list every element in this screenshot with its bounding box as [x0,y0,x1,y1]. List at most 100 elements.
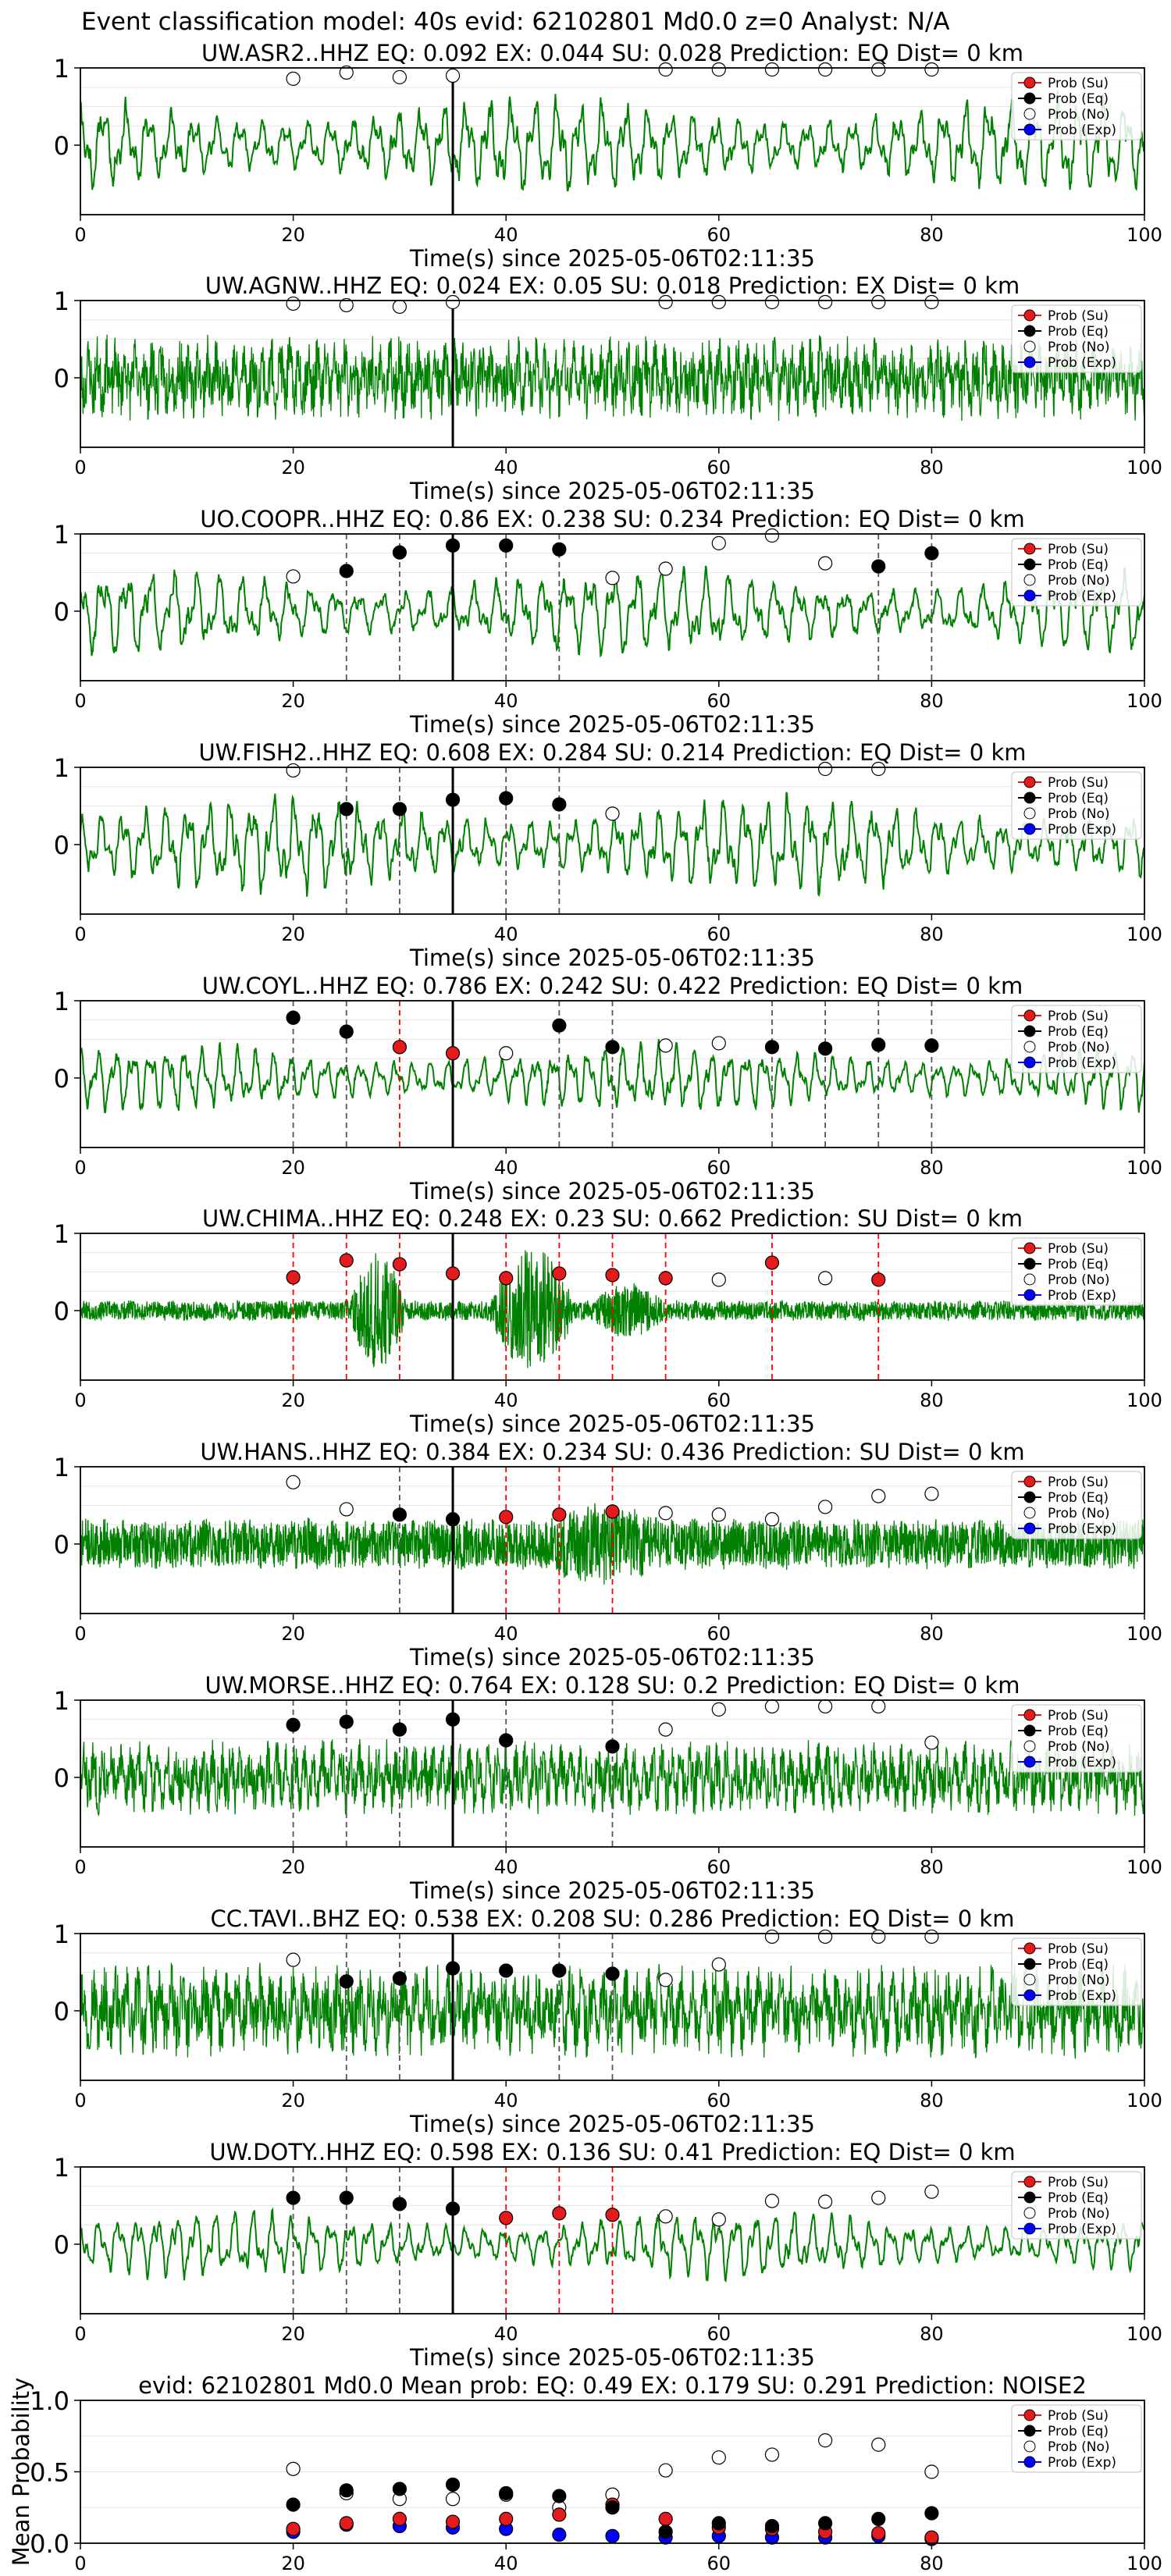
prob-point-eq [658,2524,673,2539]
waveform-trace [80,90,1144,192]
legend-label-exp: Prob (Exp) [1048,1288,1116,1304]
legend-marker-no [1023,1973,1036,1986]
subplot-6: UW.CHIMA..HHZ EQ: 0.248 EX: 0.23 SU: 0.6… [54,1205,1162,1437]
axes-frame [80,1699,1145,1848]
prob-point-eq [499,791,514,806]
prob-point-su [924,2530,939,2545]
prob-point-eq [392,545,407,560]
legend-label-su: Prob (Su) [1048,76,1109,91]
prob-point-no [286,296,301,311]
legend-box [1011,72,1142,141]
subplot-title: UW.ASR2..HHZ EQ: 0.092 EX: 0.044 SU: 0.0… [201,40,1023,66]
x-tick-label: 40 [494,923,518,945]
axes-frame [80,67,1145,215]
legend-marker-exp [1023,1522,1036,1535]
y-tick-label: 0 [54,131,69,161]
legend-marker-exp [1023,1756,1036,1768]
x-tick-label: 0 [74,923,86,945]
legend-label-no: Prob (No) [1048,1506,1110,1521]
legend-marker-exp [1023,1289,1036,1301]
prob-point-no [658,2209,673,2224]
prob-point-su [658,1271,673,1286]
legend-marker-eq [1023,1724,1036,1737]
legend-label-su: Prob (Su) [1048,308,1109,324]
prob-point-no [817,1500,833,1514]
prob-point-su [552,1507,567,1522]
prob-point-su [445,2514,461,2529]
x-tick-label: 40 [494,1389,518,1411]
x-tick-label: 0 [74,2553,86,2574]
prob-point-su [392,2511,407,2526]
legend-marker-su [1023,1475,1036,1488]
legend-label-su: Prob (Su) [1048,775,1109,791]
legend-marker-eq [1023,1258,1036,1270]
y-tick-label: 0 [54,1297,69,1326]
prob-point-no [764,1699,780,1714]
prob-point-eq [445,792,461,807]
x-tick-label: 100 [1127,923,1162,945]
legend: Prob (Su)Prob (Eq)Prob (No)Prob (Exp) [1011,1704,1142,1773]
axes-frame [80,1000,1145,1148]
prob-point-no [445,68,461,83]
prob-point-no [286,2461,301,2476]
legend-label-exp: Prob (Exp) [1048,1755,1116,1770]
prob-point-su [552,2507,567,2522]
prob-point-eq [339,1714,354,1729]
x-tick-label: 100 [1127,1157,1162,1179]
legend-marker-exp [1023,1989,1036,2001]
x-tick-label: 0 [74,1856,86,1878]
prob-point-no [339,65,354,80]
legend-box [1011,771,1142,840]
prob-point-no [817,1929,833,1944]
x-tick-label: 100 [1127,224,1162,246]
x-tick-label: 60 [707,2553,731,2574]
x-axis-label: Time(s) since 2025-05-06T02:11:35 [409,2111,815,2137]
legend: Prob (Su)Prob (Eq)Prob (No)Prob (Exp) [1011,1237,1142,1306]
x-tick-label: 40 [494,1157,518,1179]
prob-point-no [924,2464,939,2479]
subplot-2: UW.AGNW..HHZ EQ: 0.024 EX: 0.05 SU: 0.01… [54,272,1162,504]
legend-label-no: Prob (No) [1048,1272,1110,1288]
subplot-8: UW.MORSE..HHZ EQ: 0.764 EX: 0.128 SU: 0.… [54,1672,1162,1904]
legend-label-eq: Prob (Eq) [1048,1024,1109,1040]
prob-point-su [286,1270,301,1285]
subplot-title: UW.FISH2..HHZ EQ: 0.608 EX: 0.284 SU: 0.… [198,739,1026,766]
prob-point-no [764,62,780,77]
x-tick-label: 60 [707,1623,731,1645]
x-axis-label: Time(s) since 2025-05-06T02:11:35 [409,2344,815,2371]
legend-label-no: Prob (No) [1048,573,1110,589]
x-tick-label: 20 [281,1157,305,1179]
legend-label-eq: Prob (Eq) [1048,2190,1109,2206]
prob-point-no [286,1952,301,1967]
y-tick-label: 1 [54,54,69,84]
legend-marker-su [1023,76,1036,89]
legend: Prob (Su)Prob (Eq)Prob (No)Prob (Exp) [1011,304,1142,373]
legend-marker-exp [1023,356,1036,368]
x-tick-label: 80 [920,1623,944,1645]
prob-point-no [658,1973,673,1987]
prob-point-eq [339,2483,354,2498]
prob-point-no [286,569,301,584]
prob-point-eq [339,1974,354,1989]
legend-marker-exp [1023,2222,1036,2235]
legend-marker-no [1023,108,1036,120]
x-tick-label: 20 [281,2553,305,2574]
legend: Prob (Su)Prob (Eq)Prob (No)Prob (Exp) [1011,1471,1142,1539]
prob-point-no [658,1038,673,1053]
legend-label-eq: Prob (Eq) [1048,1724,1109,1739]
legend-marker-su [1023,2409,1036,2421]
prob-point-no [658,2463,673,2478]
legend-label-eq: Prob (Eq) [1048,2424,1109,2439]
prob-point-eq [871,559,886,574]
prob-point-eq [817,2516,833,2531]
y-tick-label: 1 [54,1920,69,1949]
y-tick-label: 1 [54,2153,69,2183]
legend-marker-eq [1023,1958,1036,1970]
x-tick-label: 60 [707,1389,731,1411]
legend-label-eq: Prob (Eq) [1048,91,1109,107]
x-tick-label: 20 [281,2090,305,2112]
y-tick-label: 1 [54,286,69,316]
prob-point-eq [552,1963,567,1978]
waveform-trace [80,1962,1144,2059]
x-tick-label: 40 [494,1623,518,1645]
